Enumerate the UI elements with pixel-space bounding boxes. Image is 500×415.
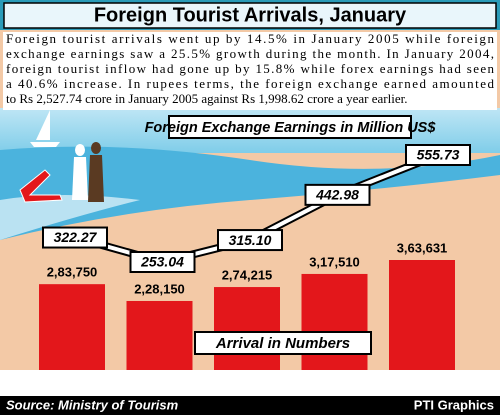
sea (0, 146, 500, 240)
bar-chart-title-box (194, 331, 372, 355)
page-title: Foreign Tourist Arrivals, January (94, 4, 407, 26)
line-value-label-box (217, 229, 283, 252)
line-chart-title-box (168, 115, 412, 139)
sail (36, 110, 50, 140)
line-value-label: 442.98 (315, 187, 359, 203)
bar (389, 260, 455, 370)
paragraph-line: exchange earnings saw a 25.5% growth dur… (6, 46, 494, 61)
source: Source: Ministry of Tourism (6, 397, 179, 412)
paragraph-line: foreign tourist inflow had gone up by 15… (6, 61, 494, 76)
paragraph-line: a 40.6% increase. In rupees terms, the f… (6, 76, 494, 91)
line-value-label-box (405, 144, 471, 166)
figure (91, 142, 101, 154)
figure (75, 144, 85, 156)
bar-chart-title: Arrival in Numbers (215, 335, 350, 352)
surf (0, 195, 140, 240)
line-value-label-box (129, 251, 196, 273)
paragraph-line: to Rs 2,527.74 crore in January 2005 aga… (6, 91, 407, 106)
value-label: 2,28,150 (134, 281, 185, 296)
bar (214, 287, 280, 370)
figure (72, 157, 88, 200)
footer-bar (0, 396, 500, 415)
line-value-label-box (42, 226, 108, 249)
title-box (3, 2, 497, 29)
line-value-label: 253.04 (140, 254, 184, 270)
bar (126, 300, 193, 370)
deck-chair (19, 169, 63, 203)
figure (88, 155, 104, 202)
value-label: 2,83,750 (47, 265, 98, 280)
line-value-label: 322.27 (54, 229, 98, 245)
line-value-label-box (304, 183, 371, 206)
value-label: 3,63,631 (397, 240, 448, 255)
value-label: 3,17,510 (309, 254, 360, 269)
value-label: 2,74,215 (222, 267, 273, 282)
line-value-label: 555.73 (417, 147, 460, 163)
line-value-label: 315.10 (229, 232, 272, 248)
boat (30, 142, 60, 147)
paragraph-box (3, 32, 497, 110)
bar (301, 273, 368, 370)
credit: PTI Graphics (414, 397, 494, 412)
bar (39, 284, 105, 370)
paragraph-line: Foreign tourist arrivals went up by 14.5… (6, 31, 495, 46)
line-chart-title: Foreign Exchange Earnings in Million US$ (145, 120, 437, 136)
axis-band (0, 370, 500, 396)
